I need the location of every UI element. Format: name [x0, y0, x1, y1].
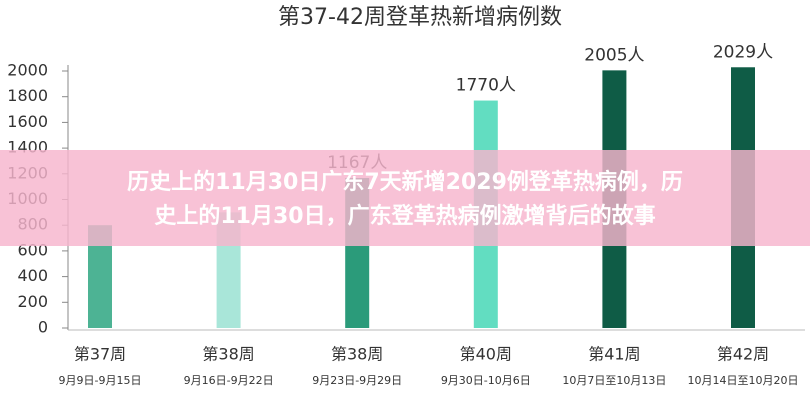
value-label: 1770人: [456, 76, 516, 96]
x-tick-label: 第42周: [717, 345, 769, 364]
value-label: 2005人: [584, 45, 644, 65]
x-tick-label: 第38周: [331, 345, 383, 364]
y-tick-label: 1600: [7, 112, 48, 131]
y-tick-label: 200: [17, 292, 48, 311]
banner-text: 史上的11月30日，广东登革热病例激增背后的故事: [154, 203, 655, 229]
x-date-label: 9月16日-9月22日: [184, 374, 274, 387]
y-tick-label: 2000: [7, 61, 48, 80]
value-label: 2029人: [713, 42, 773, 62]
x-tick-label: 第38周: [202, 345, 254, 364]
x-date-label: 10月14日至10月20日: [688, 374, 799, 387]
banner-text: 历史上的11月30日广东7天新增2029例登革热病例，历: [127, 169, 683, 195]
x-tick-label: 第37周: [74, 345, 126, 364]
x-tick-label: 第41周: [588, 345, 640, 364]
x-date-label: 10月7日至10月13日: [562, 374, 666, 387]
y-tick-label: 1800: [7, 86, 48, 105]
x-tick-label: 第40周: [460, 345, 512, 364]
y-tick-label: 400: [17, 266, 48, 285]
chart-title: 第37-42周登革热新增病例数: [278, 5, 562, 30]
x-date-label: 9月23日-9月29日: [312, 374, 402, 387]
y-tick-label: 0: [38, 318, 48, 337]
x-date-label: 9月30日-10月6日: [441, 374, 531, 387]
banner-background: [0, 150, 810, 246]
x-date-label: 9月9日-9月15日: [59, 374, 142, 387]
